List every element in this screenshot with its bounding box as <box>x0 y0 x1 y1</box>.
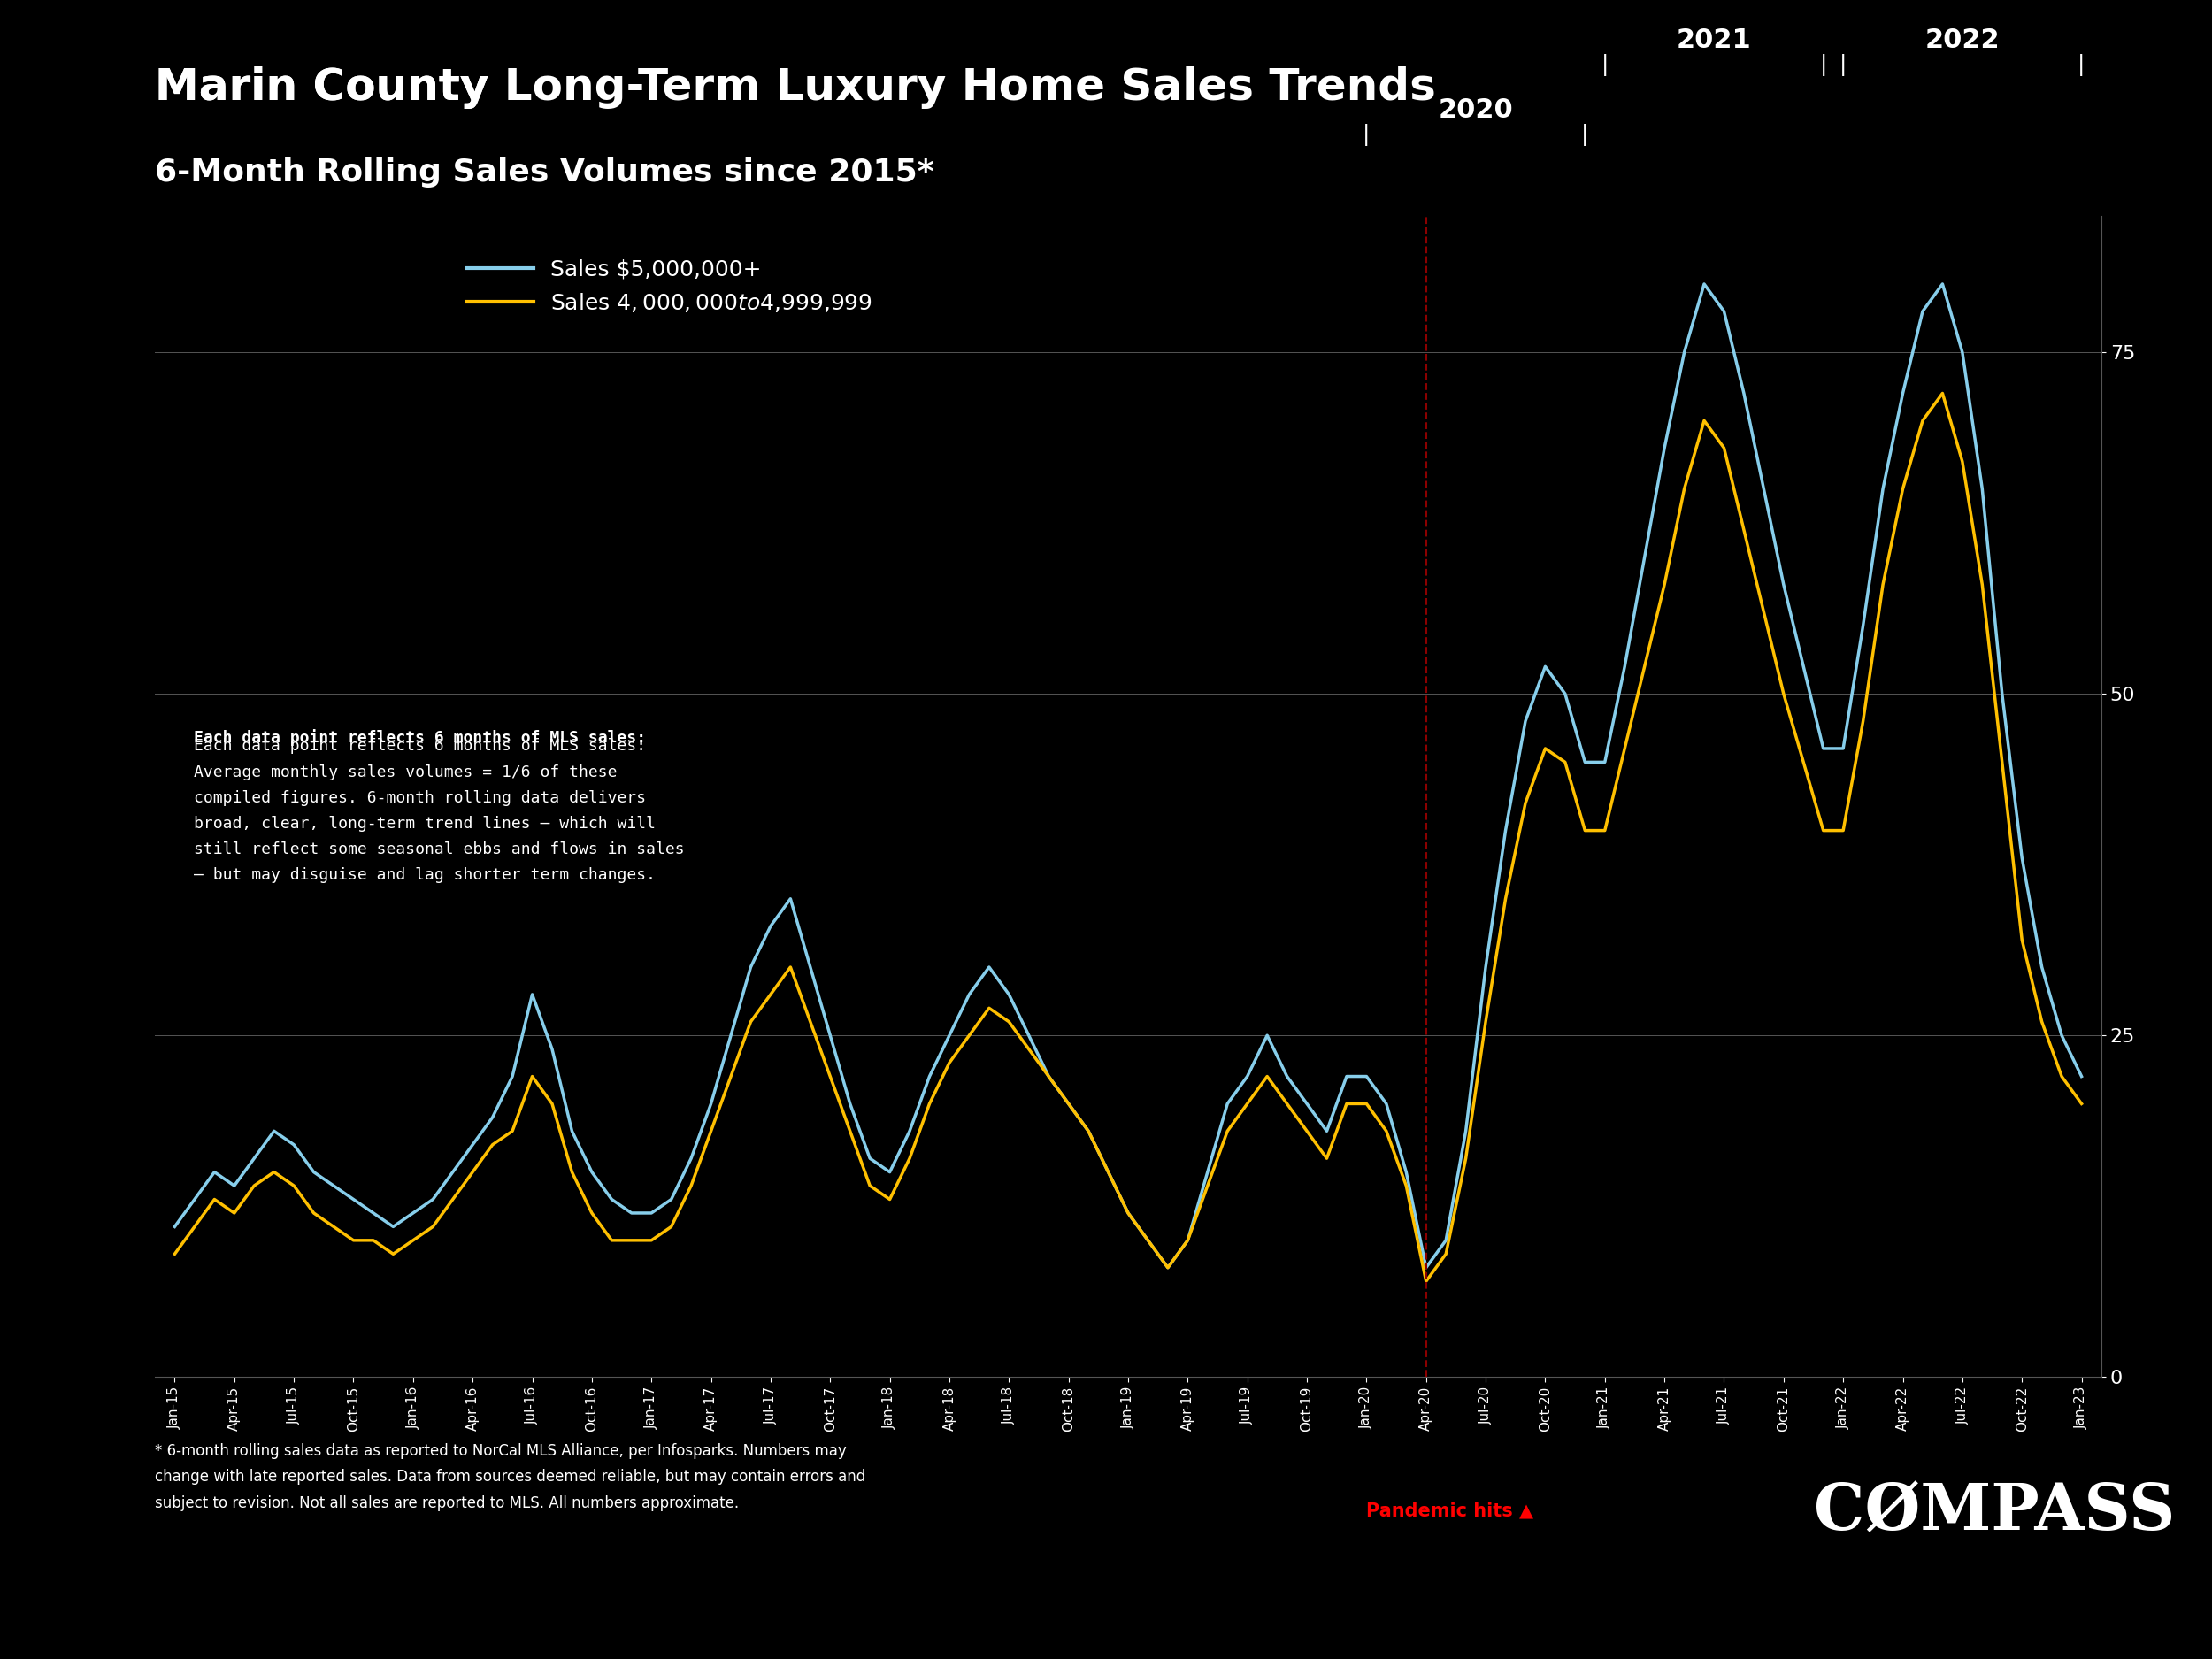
Text: 6-Month Rolling Sales Volumes since 2015*: 6-Month Rolling Sales Volumes since 2015… <box>155 158 933 187</box>
Text: |: | <box>1363 124 1369 146</box>
Text: |: | <box>1840 55 1847 76</box>
Text: 2020: 2020 <box>1438 98 1513 123</box>
Text: Marin County Long-Term Luxury Home Sales Trends: Marin County Long-Term Luxury Home Sales… <box>155 66 1436 109</box>
Legend: Sales $5,000,000+, Sales $4,000,000 to $4,999,999: Sales $5,000,000+, Sales $4,000,000 to $… <box>458 251 883 324</box>
Text: |: | <box>1582 124 1588 146</box>
Text: |: | <box>2077 55 2086 76</box>
Text: Marin County: Marin County <box>155 66 504 109</box>
Text: 2022: 2022 <box>1924 28 2000 53</box>
Text: Each data point reflects 6 months of MLS sales:: Each data point reflects 6 months of MLS… <box>195 728 646 747</box>
Text: Pandemic hits ▲: Pandemic hits ▲ <box>1367 1501 1533 1520</box>
Text: 2021: 2021 <box>1677 28 1752 53</box>
Text: Each data point reflects 6 months of MLS sales:
Average monthly sales volumes = : Each data point reflects 6 months of MLS… <box>195 738 684 883</box>
Text: * 6-month rolling sales data as reported to NorCal MLS Alliance, per Infosparks.: * 6-month rolling sales data as reported… <box>155 1443 865 1511</box>
Text: CØMPASS: CØMPASS <box>1814 1480 2174 1543</box>
Text: |: | <box>1820 55 1827 76</box>
Text: |: | <box>1601 55 1608 76</box>
